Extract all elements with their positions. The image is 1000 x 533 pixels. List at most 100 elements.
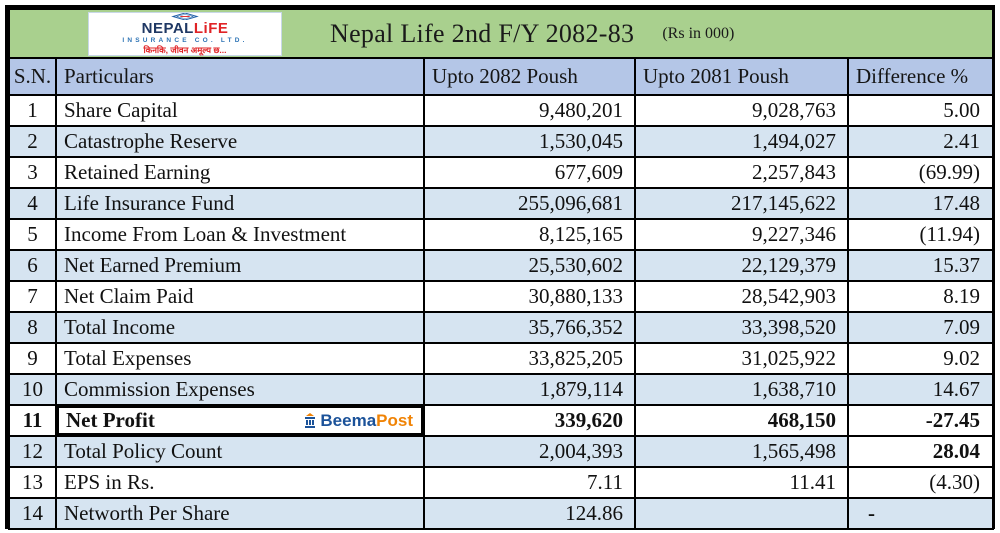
row-difference: 14.67 [846, 373, 995, 406]
row-particulars: Net Claim Paid [55, 280, 425, 313]
nepal-life-results-table: NEPALLiFE INSURANCE CO. LTD. किनकि, जीवन… [7, 8, 995, 530]
nepal-life-logo: NEPALLiFE INSURANCE CO. LTD. किनकि, जीवन… [88, 11, 282, 56]
row-value-2081: 1,565,498 [634, 435, 849, 468]
row-sn: 14 [8, 497, 57, 530]
row-particulars: Income From Loan & Investment [55, 218, 425, 251]
row-value-2082: 124.86 [423, 497, 636, 530]
row-sn: 2 [8, 125, 57, 158]
row-value-2082: 30,880,133 [423, 280, 636, 313]
row-particulars: Share Capital [55, 94, 425, 127]
logo-word-life: LiFE [193, 19, 229, 37]
row-sn: 7 [8, 280, 57, 313]
financial-table-frame: NEPALLiFE INSURANCE CO. LTD. किनकि, जीवन… [5, 5, 995, 530]
table-row: 13 EPS in Rs. 7.11 11.41 (4.30) [8, 466, 995, 499]
net-profit-label: Net Profit [66, 408, 155, 432]
row-sn: 4 [8, 187, 57, 220]
row-particulars: Total Income [55, 311, 425, 344]
col-header-sn: S.N. [8, 57, 57, 96]
row-sn: 11 [8, 404, 57, 437]
row-value-2081 [634, 497, 849, 530]
row-sn: 12 [8, 435, 57, 468]
table-row: 1 Share Capital 9,480,201 9,028,763 5.00 [8, 94, 995, 127]
row-difference: 28.04 [846, 435, 995, 468]
table-row: 9 Total Expenses 33,825,205 31,025,922 9… [8, 342, 995, 375]
row-difference: 7.09 [846, 311, 995, 344]
row-value-2081: 22,129,379 [634, 249, 849, 282]
logo-word-nepal: NEPAL [141, 19, 194, 37]
row-value-2081: 28,542,903 [634, 280, 849, 313]
col-header-difference: Difference % [846, 57, 995, 96]
page-subtitle: (Rs in 000) [662, 24, 735, 42]
row-sn: 9 [8, 342, 57, 375]
row-value-2081: 217,145,622 [634, 187, 849, 220]
table-row: 4 Life Insurance Fund 255,096,681 217,14… [8, 187, 995, 220]
row-value-2081: 468,150 [634, 404, 849, 437]
row-value-2081: 1,638,710 [634, 373, 849, 406]
row-particulars: Commission Expenses [55, 373, 425, 406]
row-difference: - [846, 497, 995, 530]
row-value-2081: 2,257,843 [634, 156, 849, 189]
table-row: 8 Total Income 35,766,352 33,398,520 7.0… [8, 311, 995, 344]
row-value-2082: 8,125,165 [423, 218, 636, 251]
table-row: 14 Networth Per Share 124.86 - [8, 497, 995, 530]
row-particulars: EPS in Rs. [55, 466, 425, 499]
row-particulars: Net Profit Beema Post [57, 406, 423, 435]
row-value-2081: 31,025,922 [634, 342, 849, 375]
row-sn: 5 [8, 218, 57, 251]
row-difference: 15.37 [846, 249, 995, 282]
row-value-2081: 9,227,346 [634, 218, 849, 251]
row-value-2081: 1,494,027 [634, 125, 849, 158]
row-difference: 2.41 [846, 125, 995, 158]
row-particulars: Networth Per Share [55, 497, 425, 530]
logo-subline: INSURANCE CO. LTD. [122, 36, 248, 44]
col-header-upto-2081: Upto 2081 Poush [634, 57, 849, 96]
row-difference: 17.48 [846, 187, 995, 220]
row-value-2082: 7.11 [423, 466, 636, 499]
page-title: Nepal Life 2nd F/Y 2082-83 [330, 18, 635, 48]
row-value-2081: 33,398,520 [634, 311, 849, 344]
row-value-2082: 35,766,352 [423, 311, 636, 344]
logo-tagline: किनकि, जीवन अमूल्य छ... [143, 45, 227, 55]
row-sn: 6 [8, 249, 57, 282]
table-row: 2 Catastrophe Reserve 1,530,045 1,494,02… [8, 125, 995, 158]
row-value-2082: 9,480,201 [423, 94, 636, 127]
col-header-particulars: Particulars [55, 57, 425, 96]
row-difference: (4.30) [846, 466, 995, 499]
row-difference: 9.02 [846, 342, 995, 375]
logo-wordmark: NEPALLiFE [142, 21, 229, 36]
watermark-beema-text: Beema [320, 410, 377, 430]
row-particulars: Total Policy Count [55, 435, 425, 468]
row-value-2082: 1,879,114 [423, 373, 636, 406]
row-value-2082: 25,530,602 [423, 249, 636, 282]
row-particulars: Life Insurance Fund [55, 187, 425, 220]
table-row: 5 Income From Loan & Investment 8,125,16… [8, 218, 995, 251]
row-particulars: Net Earned Premium [55, 249, 425, 282]
row-particulars: Total Expenses [55, 342, 425, 375]
row-value-2082: 2,004,393 [423, 435, 636, 468]
table-row-net-profit: 11 Net Profit Beema Post [8, 404, 995, 437]
table-row: 10 Commission Expenses 1,879,114 1,638,7… [8, 373, 995, 406]
watermark-post-text: Post [376, 410, 413, 430]
table-row: 6 Net Earned Premium 25,530,602 22,129,3… [8, 249, 995, 282]
beemapost-watermark: Beema Post [303, 411, 413, 431]
row-value-2082: 677,609 [423, 156, 636, 189]
column-header-row: S.N. Particulars Upto 2082 Poush Upto 20… [8, 57, 995, 96]
col-header-upto-2082: Upto 2082 Poush [423, 57, 636, 96]
row-sn: 1 [8, 94, 57, 127]
row-value-2082: 255,096,681 [423, 187, 636, 220]
table-row: 7 Net Claim Paid 30,880,133 28,542,903 8… [8, 280, 995, 313]
row-difference: 5.00 [846, 94, 995, 127]
beemapost-temple-icon [305, 413, 316, 428]
row-sn: 8 [8, 311, 57, 344]
table-row: 12 Total Policy Count 2,004,393 1,565,49… [8, 435, 995, 468]
row-difference: 8.19 [846, 280, 995, 313]
row-value-2081: 11.41 [634, 466, 849, 499]
row-value-2082: 339,620 [423, 404, 636, 437]
table-row: 3 Retained Earning 677,609 2,257,843 (69… [8, 156, 995, 189]
row-difference: (69.99) [846, 156, 995, 189]
row-value-2082: 33,825,205 [423, 342, 636, 375]
row-difference: (11.94) [846, 218, 995, 251]
logo-diamond-icon [171, 12, 199, 20]
row-sn: 3 [8, 156, 57, 189]
row-sn: 13 [8, 466, 57, 499]
